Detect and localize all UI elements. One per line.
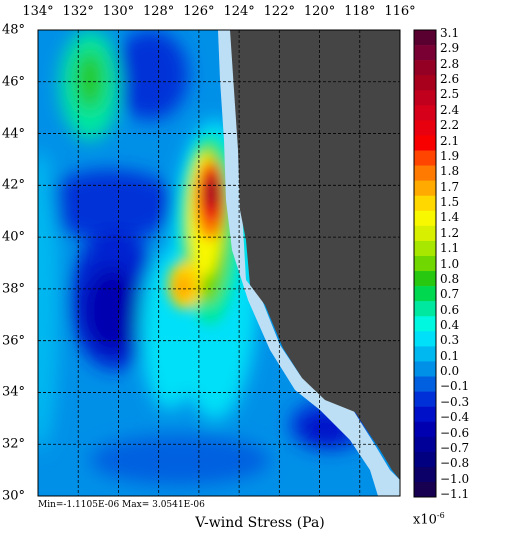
min-max-stats: Min=-1.1105E-06 Max= 3.0541E-06 bbox=[38, 500, 205, 510]
colorbar-frame bbox=[413, 29, 437, 498]
colorbar-swatch bbox=[414, 255, 436, 272]
colorbar-swatch bbox=[414, 361, 436, 377]
lon-label: 132° bbox=[62, 4, 94, 19]
colorbar-swatch bbox=[414, 195, 436, 212]
colorbar-tick-label: 2.9 bbox=[440, 41, 460, 56]
scale-base: x10 bbox=[413, 512, 437, 528]
colorbar-swatch bbox=[414, 165, 436, 181]
lat-label: 36° bbox=[2, 333, 26, 349]
colorbar-tick-label: −0.7 bbox=[440, 440, 470, 455]
colorbar-tick-label: 1.8 bbox=[440, 164, 460, 179]
lon-label: 118° bbox=[344, 4, 376, 19]
colorbar-tick-label: 0.3 bbox=[440, 333, 460, 348]
colorbar-tick-label: 0.0 bbox=[440, 364, 460, 379]
colorbar-swatch bbox=[414, 271, 436, 287]
lon-label: 120° bbox=[303, 4, 336, 19]
colorbar-tick-label: 1.0 bbox=[440, 256, 460, 271]
colorbar-tick-label: 1.9 bbox=[440, 148, 460, 163]
colorbar-swatch bbox=[414, 376, 436, 392]
colorbar-swatch bbox=[414, 481, 436, 498]
lon-label: 134° bbox=[22, 4, 54, 19]
colorbar-swatch bbox=[414, 135, 436, 151]
lon-label: 116° bbox=[384, 4, 416, 19]
lat-label: 40° bbox=[2, 229, 26, 245]
lon-label: 124° bbox=[223, 4, 255, 19]
colorbar-tick-label: 2.4 bbox=[440, 102, 460, 117]
colorbar-tick-label: 1.1 bbox=[440, 241, 460, 256]
colorbar-swatch bbox=[414, 451, 436, 468]
colorbar-tick-label: −1.0 bbox=[440, 471, 470, 486]
colorbar-swatch bbox=[414, 150, 436, 166]
colorbar-tick-label: 2.8 bbox=[440, 56, 460, 71]
colorbar-tick-label: −1.1 bbox=[440, 487, 470, 501]
scale-exponent: -6 bbox=[436, 511, 445, 520]
colorbar-tick-label: 0.4 bbox=[440, 317, 460, 332]
colorbar-swatch bbox=[414, 301, 436, 317]
colorbar-swatch bbox=[414, 346, 436, 362]
lat-label: 48° bbox=[2, 22, 26, 38]
colorbar-swatch bbox=[414, 105, 436, 121]
lat-label: 44° bbox=[2, 126, 26, 142]
colorbar-tick-label: 0.7 bbox=[440, 287, 460, 302]
colorbar-swatch bbox=[414, 316, 436, 332]
colorbar-tick-label: 2.2 bbox=[440, 118, 460, 133]
colorbar-tick-label: 1.5 bbox=[440, 195, 460, 210]
colorbar-tick-label: −0.4 bbox=[440, 410, 470, 425]
colorbar-swatch bbox=[414, 75, 436, 91]
lat-label: 46° bbox=[2, 74, 26, 90]
colorbar-tick-label: 0.6 bbox=[440, 302, 460, 317]
colorbar-tick-label: 2.1 bbox=[440, 133, 460, 148]
colorbar bbox=[413, 29, 437, 498]
lat-label: 30° bbox=[2, 488, 26, 504]
land-mass bbox=[230, 30, 400, 480]
colorbar-swatch bbox=[414, 210, 436, 227]
map-title: V-wind Stress (Pa) bbox=[195, 515, 325, 531]
colorbar-tick-label: 0.1 bbox=[440, 348, 460, 363]
colorbar-scale: x10-6 bbox=[413, 511, 445, 527]
lat-label: 32° bbox=[2, 436, 26, 452]
colorbar-swatch bbox=[414, 180, 436, 197]
graticule bbox=[38, 30, 400, 496]
lat-label: 34° bbox=[2, 384, 26, 400]
contour-field bbox=[38, 30, 400, 496]
colorbar-swatch bbox=[414, 225, 436, 242]
colorbar-tick-label: 0.8 bbox=[440, 271, 460, 286]
colorbar-tick-label: 2.6 bbox=[440, 72, 460, 87]
colorbar-swatch bbox=[414, 436, 436, 453]
colorbar-tick-label: 2.5 bbox=[440, 87, 460, 102]
colorbar-swatch bbox=[414, 466, 436, 483]
colorbar-swatch bbox=[414, 90, 436, 106]
colorbar-swatch bbox=[414, 240, 436, 257]
colorbar-swatch bbox=[414, 421, 436, 438]
lon-label: 122° bbox=[263, 4, 295, 19]
colorbar-tick-label: 3.1 bbox=[440, 26, 460, 40]
colorbar-tick-label: 1.2 bbox=[440, 225, 460, 240]
colorbar-tick-label: −0.1 bbox=[440, 379, 470, 394]
lat-label: 38° bbox=[2, 281, 26, 297]
colorbar-swatch bbox=[414, 331, 436, 347]
colorbar-swatch bbox=[414, 406, 436, 422]
colorbar-tick-label: −0.3 bbox=[440, 394, 470, 409]
colorbar-swatch bbox=[414, 45, 436, 61]
lat-label: 42° bbox=[2, 177, 26, 193]
colorbar-tick-label: 1.4 bbox=[440, 210, 460, 225]
colorbar-swatch bbox=[414, 120, 436, 136]
colorbar-tick-label: −0.6 bbox=[440, 425, 470, 440]
lon-label: 126° bbox=[183, 4, 215, 19]
lon-label: 128° bbox=[142, 4, 175, 19]
colorbar-swatch bbox=[414, 391, 436, 407]
colorbar-swatch bbox=[414, 30, 436, 46]
colorbar-tick-label: −0.8 bbox=[440, 456, 470, 471]
colorbar-tick-label: 1.7 bbox=[440, 179, 460, 194]
lon-label: 130° bbox=[102, 4, 135, 19]
plot-frame bbox=[37, 29, 401, 497]
colorbar-swatch bbox=[414, 286, 436, 302]
colorbar-swatch bbox=[414, 60, 436, 76]
